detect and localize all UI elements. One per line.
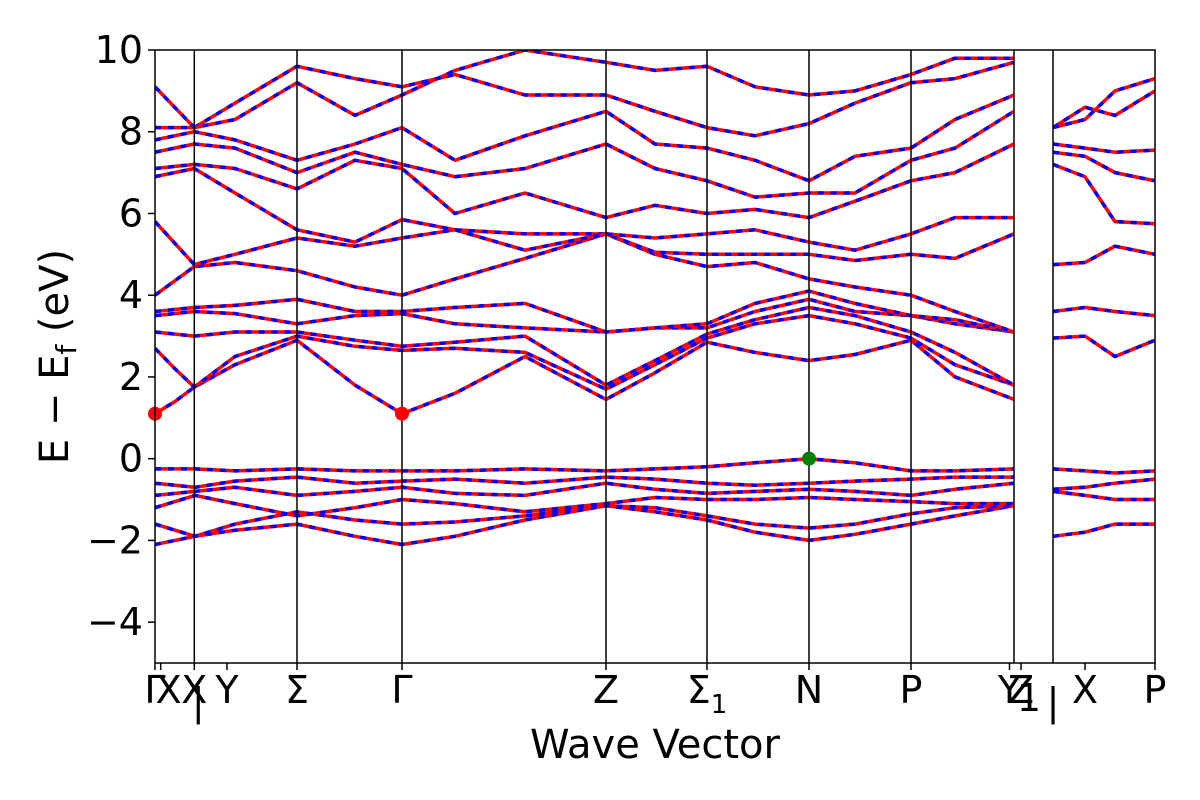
band-spin-up-11 [155,313,1015,391]
band-spin-down-13 [155,297,1015,334]
y-tick-label-3: 2 [119,355,143,399]
band-spin-down-29 [1052,89,1155,130]
x-tick-label-5: Σ [285,668,309,712]
y-tick-label-6: 8 [119,110,143,154]
y-axis-label-unit: (eV) [32,249,78,345]
x-tick-sub-13: 1 [1017,676,1041,720]
band-spin-down-6 [1052,522,1155,539]
x-tick-label-10: P [900,668,923,712]
band-spin-down-22 [155,50,1014,130]
band-spin-up-30 [1052,76,1155,130]
band-spin-up-13 [155,297,1015,334]
x-tick-label-6: Γ [391,668,412,712]
band-spin-down-11 [155,313,1015,391]
band-spin-down-7 [1052,489,1155,502]
band-edge-marker-1 [395,406,409,421]
band-spin-down-10 [155,338,1015,416]
band-edge-marker-2 [802,451,816,466]
x-tick-label-4: Y [214,668,239,712]
band-spin-down-25 [1052,244,1155,267]
y-tick-label-5: 6 [119,191,143,235]
band-spin-down-20 [155,93,1015,183]
y-tick-label-4: 4 [119,273,143,317]
band-spin-down-30 [1052,76,1155,130]
band-spin-up-22 [155,50,1014,130]
y-axis-label-main: E − E [32,355,78,465]
x-tick-label-1: X [156,668,182,712]
band-lines [155,50,1155,547]
x-tick-label-14: | [1047,680,1060,725]
y-tick-label-2: 0 [119,437,143,481]
band-spin-down-17 [155,166,1014,252]
y-axis-label: E − Ef (eV) [32,249,83,464]
band-spin-down-27 [1052,150,1155,183]
band-spin-down-3 [155,481,1015,498]
band-spin-up-26 [1052,162,1155,226]
band-spin-down-16 [155,220,1015,267]
y-tick-label-7: 10 [95,28,143,72]
band-spin-up-15 [155,232,1015,334]
band-spin-down-21 [155,60,1015,138]
band-spin-up-25 [1052,244,1155,267]
band-spin-down-4 [155,475,1014,490]
x-tick-label-16: P [1144,668,1167,712]
band-spin-down-24 [1052,305,1155,318]
x-axis-label: Wave Vector [530,722,781,768]
x-tick-label-0: Γ [144,668,165,712]
band-spin-down-9 [1052,467,1155,475]
band-spin-down-15 [155,232,1015,334]
y-axis-ticks: −4 −2 0 2 4 6 8 10 [87,28,155,644]
x-tick-label-9: N [795,668,823,712]
y-tick-label-1: −2 [87,518,143,562]
kpoint-separator-lines [193,50,1054,663]
band-spin-down-5 [155,456,1015,473]
band-spin-down-23 [1052,334,1155,359]
band-spin-up-10 [155,338,1015,416]
plot-frame [154,49,1156,664]
x-axis-ticks: ΓX X| Y Σ Γ Z Σ1 N P YZ1 | X P [144,663,1166,725]
x-tick-label-sub-8: 1 [711,690,728,720]
band-spin-down-28 [1052,142,1155,154]
x-tick-label-11: Y [997,668,1022,712]
x-tick-label-15: X [1072,668,1098,712]
y-axis-label-sub: f [50,344,83,355]
band-edge-markers [148,406,816,466]
x-tick-label-12: Z [1008,668,1034,712]
x-tick-label-7: Z [593,668,619,712]
x-tick-label-2: X [181,668,207,712]
x-tick-label-8: Σ1 [687,668,728,720]
band-spin-down-26 [1052,162,1155,226]
band-spin-down-8 [1052,477,1155,492]
x-tick-label-3: | [192,680,205,725]
band-spin-down-12 [155,305,1015,387]
y-tick-label-0: −4 [87,600,143,644]
